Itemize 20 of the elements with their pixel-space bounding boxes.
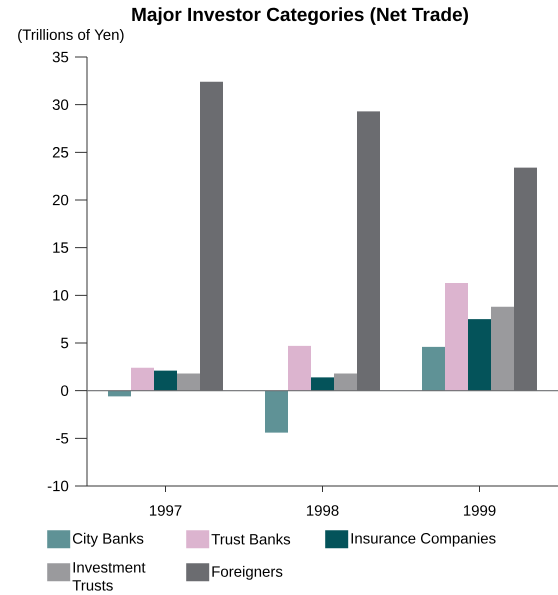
y-tick-label: 10 (53, 290, 68, 301)
chart-title: Major Investor Categories (Net Trade) (132, 7, 468, 25)
y-tick-label: -10 (48, 480, 68, 492)
y-tick-label: 20 (52, 194, 68, 206)
legend-label: Insurance Companies (352, 532, 496, 547)
legend-label: Investment Trusts (72, 562, 146, 591)
y-tick-label: 5 (61, 338, 68, 348)
y-tick-label: 30 (52, 99, 68, 110)
x-tick-label: 1998 (306, 505, 339, 516)
y-tick-label: -5 (56, 433, 68, 444)
x-tick-label: 1997 (150, 505, 182, 516)
y-axis-title: (Trillions of Yen) (18, 28, 124, 43)
y-tick-label: 15 (53, 242, 68, 253)
legend-label: City Banks (72, 532, 144, 547)
y-tick-label: 25 (52, 147, 68, 158)
legend-label: Foreigners (212, 566, 282, 580)
legend-label: Trust Banks (212, 534, 290, 545)
y-tick-label: 0 (61, 385, 68, 396)
y-tick-label: 35 (52, 52, 68, 62)
x-tick-label: 1999 (464, 505, 496, 516)
